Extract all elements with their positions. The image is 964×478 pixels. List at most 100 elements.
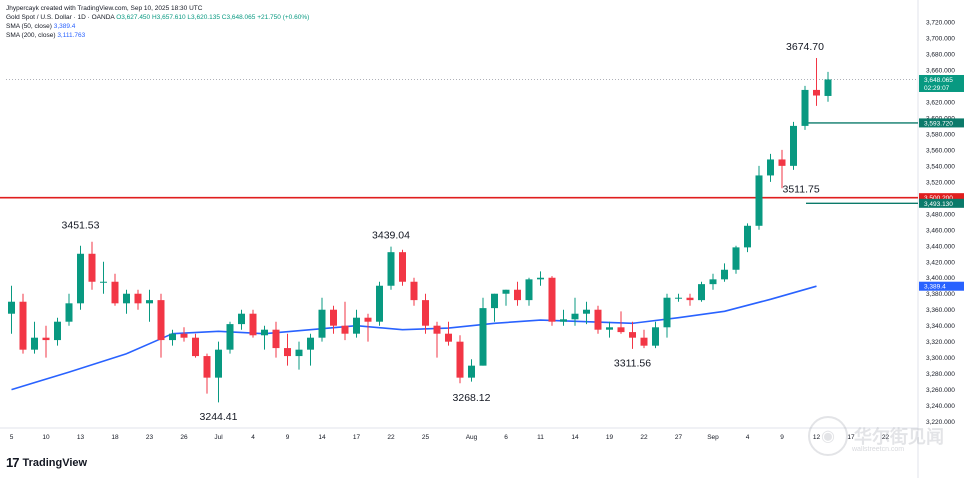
candle-body <box>686 297 694 301</box>
price-tag-label: 3,648.065 <box>924 77 953 84</box>
candle-body <box>767 159 774 176</box>
candle-body <box>353 317 360 334</box>
candle-body <box>663 297 671 328</box>
candle <box>54 317 61 346</box>
candle <box>399 249 406 286</box>
candle-body <box>422 300 429 326</box>
x-tick-label: 9 <box>780 434 784 441</box>
y-tick-label: 3,260.000 <box>926 387 955 394</box>
legend-sma50-value: 3,389.4 <box>53 23 76 30</box>
candle <box>180 327 188 342</box>
candle <box>203 353 211 394</box>
candle <box>594 305 602 334</box>
x-tick-label: 25 <box>422 434 430 441</box>
legend-change: +21.750 (+0.60%) <box>257 14 310 21</box>
x-tick-label: Aug <box>466 434 478 441</box>
candle-body <box>479 308 487 366</box>
candle-body <box>824 79 832 96</box>
x-tick-label: 11 <box>537 434 544 441</box>
x-tick-label: 5 <box>10 434 14 441</box>
candle <box>640 329 648 349</box>
price-annotation: 3674.70 <box>786 41 824 53</box>
price-annotation: 3244.41 <box>200 411 238 423</box>
candle <box>330 305 337 334</box>
candle-body <box>744 225 751 248</box>
x-tick-label: 19 <box>606 434 614 441</box>
candle <box>295 341 303 370</box>
candle <box>548 276 556 326</box>
candle-body <box>88 253 96 282</box>
candle <box>8 285 15 334</box>
candle-body <box>732 247 740 270</box>
candle-body <box>537 277 544 280</box>
candle <box>146 289 153 322</box>
candle-body <box>410 281 418 301</box>
candle-body <box>445 333 452 342</box>
candle <box>801 85 809 130</box>
price-annotation: 3511.75 <box>783 183 820 195</box>
candle-body <box>629 332 636 338</box>
tradingview-logo[interactable]: 17 TradingView <box>6 455 87 470</box>
legend-sma50: SMA (50, close) 3,389.4 <box>6 22 309 31</box>
candle-body <box>19 301 27 350</box>
candle <box>31 321 38 354</box>
candle-body <box>606 327 613 330</box>
x-tick-label: 9 <box>286 434 290 441</box>
candle <box>249 309 257 338</box>
candle <box>456 335 464 384</box>
candle <box>226 321 234 354</box>
candle <box>77 245 84 310</box>
legend-sma50-label: SMA (50, close) <box>6 23 52 30</box>
tradingview-logo-icon: 17 <box>6 455 20 470</box>
candle-body <box>226 324 234 350</box>
candle <box>261 325 268 350</box>
candle <box>134 289 142 310</box>
candle-body <box>755 175 763 226</box>
x-tick-label: 22 <box>640 434 648 441</box>
candle <box>583 301 590 325</box>
candle-body <box>813 89 820 96</box>
candle-body <box>778 159 786 166</box>
price-tag-bg <box>919 198 964 208</box>
candle <box>376 281 383 326</box>
candle-body <box>77 253 84 304</box>
x-tick-label: 27 <box>675 434 683 441</box>
legend-open: O3,627.450 <box>116 14 151 21</box>
candle-body <box>675 297 682 299</box>
candle-body <box>502 289 510 294</box>
candle-body <box>721 269 728 280</box>
price-tag-bg <box>919 118 964 128</box>
x-tick-label: 10 <box>42 434 50 441</box>
candle <box>157 293 165 358</box>
y-tick-label: 3,560.000 <box>926 147 955 154</box>
x-tick-label: 4 <box>746 434 750 441</box>
x-tick-label: Jul <box>214 434 223 441</box>
price-tag-bg <box>919 281 964 291</box>
y-tick-label: 3,240.000 <box>926 403 955 410</box>
candle <box>123 289 130 314</box>
candle <box>318 297 326 342</box>
x-tick-label: Sep <box>707 434 719 441</box>
candle <box>744 223 751 253</box>
legend-sma200-value: 3,111.763 <box>57 32 86 39</box>
legend-ohlc: Gold Spot / U.S. Dollar · 1D · OANDA O3,… <box>6 13 309 22</box>
candle <box>767 153 774 182</box>
candle <box>307 333 314 366</box>
watermark-logo-icon: ◉ <box>808 416 848 456</box>
candle <box>502 289 510 306</box>
candle-body <box>295 349 303 357</box>
candle <box>42 325 50 358</box>
candle-body <box>42 337 50 341</box>
candle <box>790 121 797 170</box>
candle <box>215 341 222 403</box>
candle <box>468 359 475 382</box>
candle <box>824 71 832 102</box>
legend-symbol: Gold Spot / U.S. Dollar · 1D · OANDA <box>6 14 115 21</box>
candle-body <box>617 327 625 333</box>
candle-body <box>801 89 809 126</box>
candle <box>284 333 291 366</box>
candle <box>778 149 786 189</box>
y-tick-label: 3,220.000 <box>926 419 955 426</box>
